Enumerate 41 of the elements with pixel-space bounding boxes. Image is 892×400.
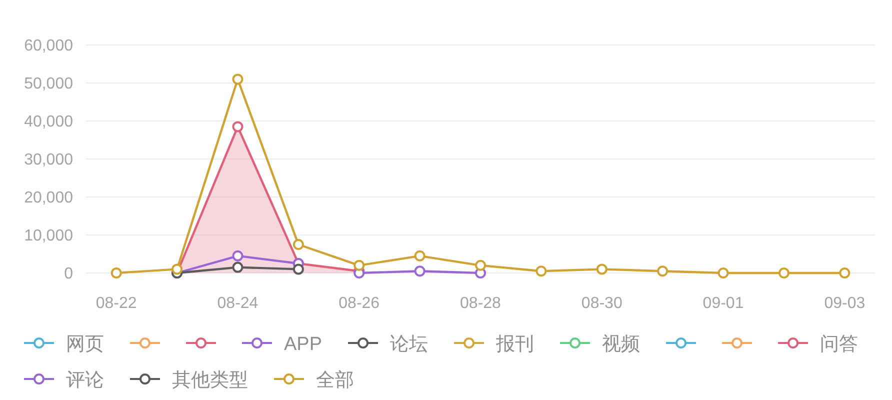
x-tick-label: 08-22 xyxy=(96,295,137,312)
legend-label: 视频 xyxy=(602,334,640,355)
legend-label: APP xyxy=(284,334,322,355)
point xyxy=(778,268,790,278)
legend-label: 其他类型 xyxy=(172,370,248,391)
point xyxy=(414,250,426,262)
point xyxy=(232,74,244,85)
legend-label: 网页 xyxy=(66,334,104,355)
point xyxy=(414,266,426,277)
legend-label: 全部 xyxy=(316,369,354,391)
point xyxy=(172,264,183,275)
x-tick-label: 09-01 xyxy=(702,295,744,312)
legend-label: 论坛 xyxy=(390,334,428,355)
x-tick-label: 08-26 xyxy=(338,295,380,312)
point xyxy=(536,266,547,277)
point xyxy=(596,264,608,275)
y-tick-label: 60,000 xyxy=(24,38,74,54)
point xyxy=(839,268,850,278)
point xyxy=(232,250,244,262)
point xyxy=(718,268,729,278)
point xyxy=(292,264,304,275)
point xyxy=(657,266,668,277)
y-tick-label: 40,000 xyxy=(24,114,74,130)
point xyxy=(292,239,304,250)
y-tick-label: 50,000 xyxy=(24,76,74,92)
y-tick-label: 10,000 xyxy=(24,228,74,244)
y-tick-label: 20,000 xyxy=(24,190,74,206)
x-tick-label: 08-28 xyxy=(460,295,502,312)
legend-label: 问答 xyxy=(820,334,858,355)
y-tick-label: 30,000 xyxy=(24,152,74,168)
point xyxy=(110,268,122,278)
point xyxy=(232,121,244,132)
legend-label: 报刊 xyxy=(495,334,534,355)
x-tick-label: 08-30 xyxy=(581,295,622,312)
point xyxy=(475,260,486,271)
x-tick-label: 08-24 xyxy=(217,295,258,312)
point xyxy=(354,260,365,271)
y-tick-label: 0 xyxy=(64,266,74,282)
x-tick-label: 09-03 xyxy=(824,295,866,312)
legend-label: 评论 xyxy=(66,370,104,391)
point xyxy=(232,262,244,273)
